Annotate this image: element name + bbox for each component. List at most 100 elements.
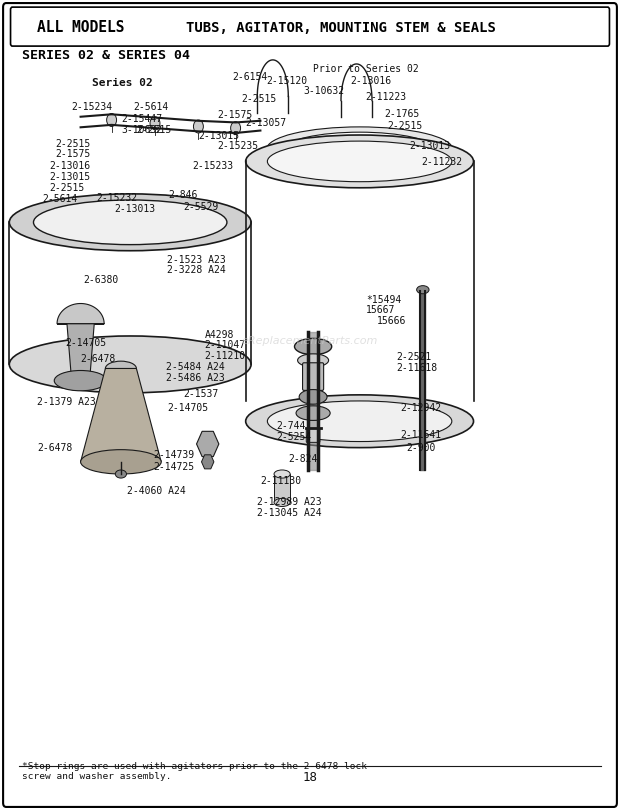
FancyBboxPatch shape bbox=[303, 363, 324, 391]
Text: 2-15233: 2-15233 bbox=[192, 161, 233, 171]
Text: 2-6478: 2-6478 bbox=[81, 354, 116, 363]
Ellipse shape bbox=[105, 362, 136, 376]
Ellipse shape bbox=[267, 128, 453, 173]
Ellipse shape bbox=[115, 470, 126, 478]
Ellipse shape bbox=[9, 337, 251, 393]
Text: 2-6478: 2-6478 bbox=[37, 443, 73, 453]
Text: 15667: 15667 bbox=[366, 305, 395, 315]
Text: 2-14705: 2-14705 bbox=[65, 337, 106, 347]
Text: 2-15235: 2-15235 bbox=[217, 141, 258, 151]
Circle shape bbox=[107, 114, 117, 127]
Text: 2-15232: 2-15232 bbox=[96, 193, 137, 203]
Text: 2-14725: 2-14725 bbox=[154, 461, 195, 471]
Text: 2-5614: 2-5614 bbox=[42, 194, 78, 204]
Ellipse shape bbox=[33, 201, 227, 246]
Ellipse shape bbox=[417, 286, 429, 294]
Text: 2-13013: 2-13013 bbox=[409, 141, 450, 151]
Text: 2-15447: 2-15447 bbox=[121, 114, 162, 124]
Text: 2-15234: 2-15234 bbox=[71, 102, 112, 112]
Ellipse shape bbox=[294, 339, 332, 355]
Circle shape bbox=[193, 121, 203, 134]
Text: 2-846: 2-846 bbox=[169, 190, 198, 200]
Text: 2-824: 2-824 bbox=[288, 453, 317, 463]
Text: ALL MODELS: ALL MODELS bbox=[37, 20, 125, 35]
Text: 2-6154: 2-6154 bbox=[232, 72, 268, 82]
Text: 2-11210: 2-11210 bbox=[205, 350, 246, 360]
Text: 2-11223: 2-11223 bbox=[366, 92, 407, 102]
Text: 2-11130: 2-11130 bbox=[260, 475, 301, 485]
Ellipse shape bbox=[299, 390, 327, 405]
Ellipse shape bbox=[246, 396, 474, 448]
Text: 2-900: 2-900 bbox=[406, 443, 435, 453]
Text: 2-12942: 2-12942 bbox=[400, 403, 441, 413]
Text: 2-15120: 2-15120 bbox=[267, 76, 308, 86]
Text: TUBS, AGITATOR, MOUNTING STEM & SEALS: TUBS, AGITATOR, MOUNTING STEM & SEALS bbox=[186, 20, 496, 35]
Ellipse shape bbox=[274, 499, 290, 507]
FancyBboxPatch shape bbox=[306, 429, 320, 443]
Text: *Stop rings are used with agitators prior to the 2-6478 lock
screw and washer as: *Stop rings are used with agitators prio… bbox=[22, 761, 366, 780]
Text: 2-2515: 2-2515 bbox=[388, 121, 423, 131]
Text: 2-2515: 2-2515 bbox=[242, 94, 277, 104]
Text: 2-13015: 2-13015 bbox=[198, 131, 239, 141]
Text: 2-11618: 2-11618 bbox=[397, 363, 438, 372]
Polygon shape bbox=[274, 474, 290, 503]
Text: 2-1575: 2-1575 bbox=[56, 149, 91, 159]
Text: 18: 18 bbox=[303, 770, 317, 783]
Ellipse shape bbox=[285, 133, 434, 167]
Polygon shape bbox=[67, 324, 94, 377]
Text: Prior to Series 02: Prior to Series 02 bbox=[313, 64, 419, 74]
Text: 3-10632: 3-10632 bbox=[304, 86, 345, 96]
Ellipse shape bbox=[274, 470, 290, 478]
Text: 2-13045 A24: 2-13045 A24 bbox=[257, 508, 322, 517]
Circle shape bbox=[231, 122, 241, 135]
Text: 2-4060 A24: 2-4060 A24 bbox=[127, 486, 186, 496]
Text: 2-13016: 2-13016 bbox=[50, 161, 91, 171]
Polygon shape bbox=[57, 304, 104, 324]
Text: SERIES 02 & SERIES 04: SERIES 02 & SERIES 04 bbox=[22, 49, 190, 62]
Text: 2-5486 A23: 2-5486 A23 bbox=[166, 372, 225, 382]
Text: 2-12989 A23: 2-12989 A23 bbox=[257, 496, 322, 506]
Ellipse shape bbox=[246, 135, 474, 188]
Polygon shape bbox=[202, 455, 214, 470]
Text: 2-11047: 2-11047 bbox=[205, 340, 246, 350]
Text: 2-1575: 2-1575 bbox=[217, 110, 252, 120]
Text: 2-11641: 2-11641 bbox=[400, 430, 441, 440]
Text: 2-13013: 2-13013 bbox=[115, 204, 156, 214]
Text: 2-2515: 2-2515 bbox=[50, 183, 85, 193]
Text: 3-10632: 3-10632 bbox=[121, 125, 162, 135]
Text: 2-1523 A23: 2-1523 A23 bbox=[167, 255, 226, 264]
Text: *15494: *15494 bbox=[366, 295, 401, 305]
Text: 2-6380: 2-6380 bbox=[84, 275, 119, 285]
Ellipse shape bbox=[81, 450, 161, 474]
Text: 2-1379 A23: 2-1379 A23 bbox=[37, 397, 96, 406]
Text: 2-5614: 2-5614 bbox=[133, 102, 169, 112]
Polygon shape bbox=[197, 431, 219, 457]
Text: 2-14705: 2-14705 bbox=[167, 402, 208, 412]
Text: 2-5484 A24: 2-5484 A24 bbox=[166, 362, 225, 371]
Polygon shape bbox=[81, 369, 161, 462]
Text: 2-13015: 2-13015 bbox=[50, 172, 91, 182]
Text: 2-1537: 2-1537 bbox=[183, 388, 218, 398]
Ellipse shape bbox=[298, 354, 329, 367]
Text: 2-5254: 2-5254 bbox=[276, 431, 311, 441]
Text: 2-2521: 2-2521 bbox=[397, 352, 432, 362]
Text: 2-14739: 2-14739 bbox=[154, 449, 195, 459]
Circle shape bbox=[150, 118, 160, 131]
Ellipse shape bbox=[9, 195, 251, 251]
Text: 2-13016: 2-13016 bbox=[350, 76, 391, 86]
Text: 2-11232: 2-11232 bbox=[422, 157, 463, 167]
Text: 2-13057: 2-13057 bbox=[245, 118, 286, 128]
Ellipse shape bbox=[55, 371, 107, 392]
FancyBboxPatch shape bbox=[3, 4, 617, 807]
Text: 2-5529: 2-5529 bbox=[183, 202, 218, 212]
Ellipse shape bbox=[267, 401, 452, 442]
Text: 2-744: 2-744 bbox=[276, 421, 305, 431]
Text: 2-1765: 2-1765 bbox=[384, 109, 420, 118]
Text: 15666: 15666 bbox=[377, 315, 406, 325]
Text: eReplacementParts.com: eReplacementParts.com bbox=[242, 336, 378, 345]
Text: 2-3228 A24: 2-3228 A24 bbox=[167, 264, 226, 274]
Text: A4298: A4298 bbox=[205, 329, 234, 339]
FancyBboxPatch shape bbox=[11, 8, 609, 47]
Text: Series 02: Series 02 bbox=[92, 78, 153, 88]
Ellipse shape bbox=[296, 406, 330, 421]
